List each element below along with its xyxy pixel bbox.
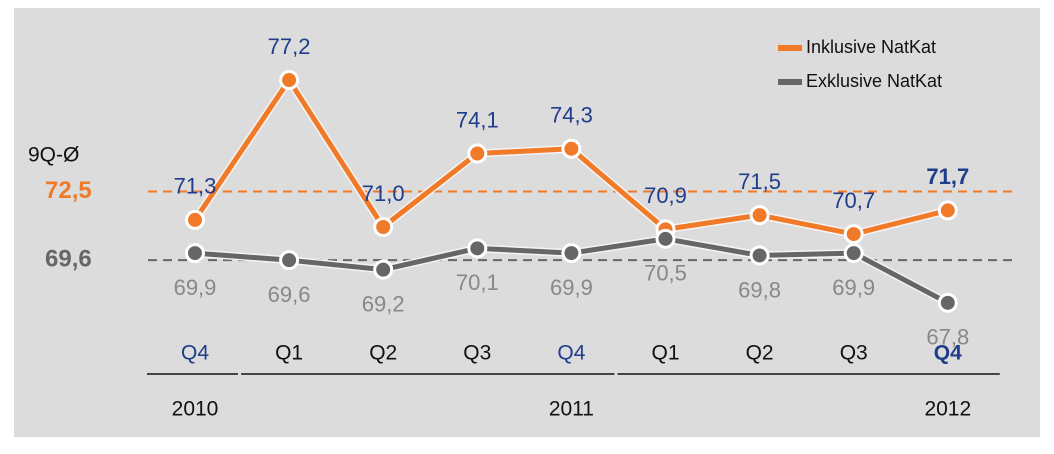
- data-label: 69,2: [362, 291, 405, 316]
- data-point: [185, 209, 205, 230]
- data-label: 69,6: [268, 282, 311, 307]
- data-point: [937, 200, 958, 221]
- year-label: 2011: [549, 398, 594, 421]
- data-point: [185, 243, 205, 264]
- x-tick-label: Q4: [557, 342, 585, 365]
- data-point: [561, 138, 582, 159]
- legend-label: Inklusive NatKat: [806, 37, 936, 57]
- data-point: [373, 259, 394, 280]
- data-point: [749, 245, 770, 266]
- data-point: [843, 243, 864, 264]
- reference-title: 9Q-Ø: [28, 144, 79, 167]
- data-label: 69,9: [174, 275, 217, 300]
- data-label: 70,7: [832, 188, 875, 213]
- data-point: [467, 143, 488, 164]
- data-label: 74,1: [456, 107, 499, 132]
- data-label: 69,9: [550, 275, 593, 300]
- background: [14, 8, 1040, 437]
- x-tick-label: Q4: [934, 342, 962, 365]
- data-label: 71,0: [362, 181, 405, 206]
- data-point: [373, 217, 394, 237]
- data-point: [843, 224, 864, 245]
- data-label: 77,2: [268, 34, 311, 59]
- data-label: 67,8: [926, 325, 969, 350]
- data-label: 69,8: [738, 277, 781, 302]
- x-tick-label: Q4: [181, 342, 209, 365]
- data-label: 71,5: [738, 169, 781, 194]
- data-label: 71,3: [174, 174, 217, 199]
- x-tick-label: Q3: [840, 342, 868, 365]
- data-point: [655, 228, 676, 249]
- legend-label: Exklusive NatKat: [806, 71, 942, 91]
- data-label: 70,1: [456, 270, 499, 295]
- data-point: [279, 250, 300, 271]
- x-tick-label: Q1: [275, 342, 303, 365]
- data-point: [749, 205, 770, 226]
- x-tick-label: Q1: [651, 342, 679, 365]
- data-label: 69,9: [832, 275, 875, 300]
- reference-label: 72,5: [45, 177, 92, 204]
- data-point: [937, 292, 958, 313]
- x-tick-label: Q2: [369, 342, 397, 365]
- data-point: [279, 70, 300, 91]
- data-label: 71,7: [926, 164, 969, 189]
- data-point: [561, 243, 582, 264]
- data-point: [467, 238, 488, 259]
- data-label: 74,3: [550, 103, 593, 128]
- year-label: 2010: [172, 398, 219, 421]
- x-tick-label: Q2: [746, 342, 774, 365]
- data-label: 70,9: [644, 183, 687, 208]
- reference-label: 69,6: [45, 246, 92, 273]
- x-tick-label: Q3: [463, 342, 491, 365]
- year-label: 2012: [924, 398, 971, 421]
- data-label: 70,5: [644, 261, 687, 286]
